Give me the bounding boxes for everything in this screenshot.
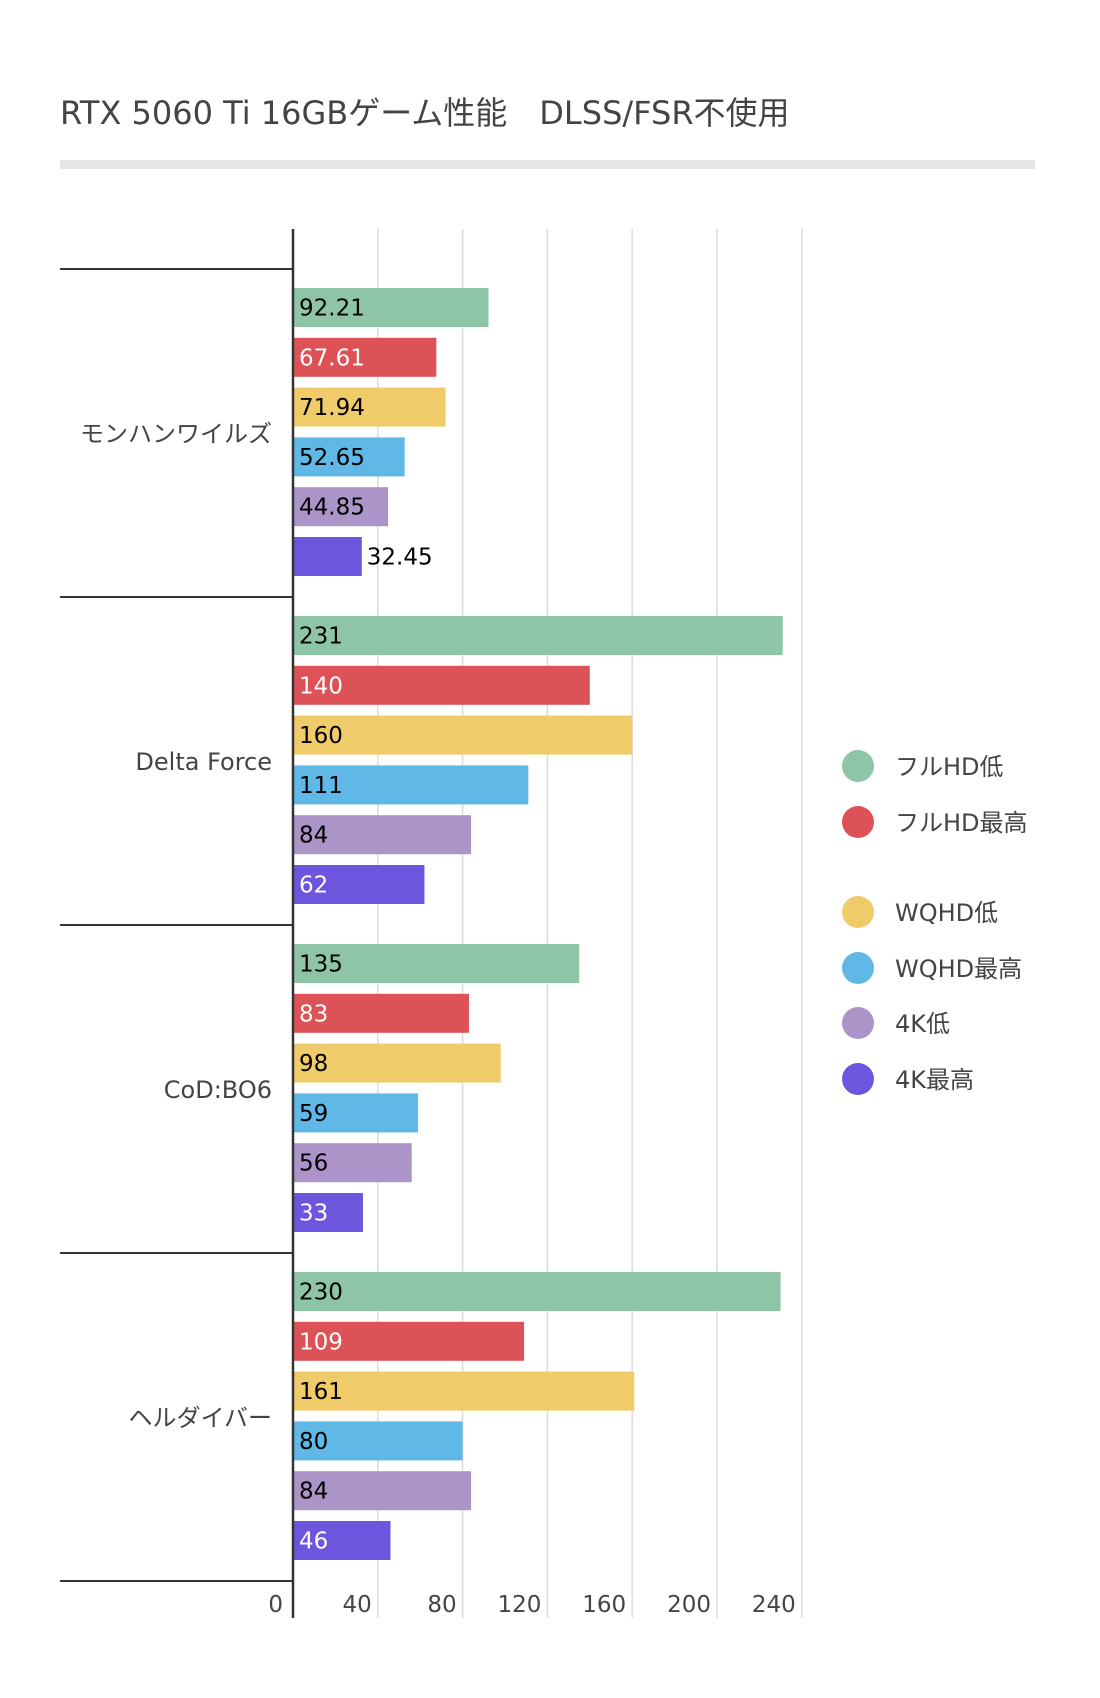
data-label: 160 (299, 723, 343, 749)
legend-swatch (842, 896, 874, 928)
legend-swatch (842, 1063, 874, 1095)
bar (293, 993, 469, 1033)
x-tick-label: 160 (582, 1592, 626, 1618)
bar (293, 665, 590, 705)
x-tick-label: 120 (497, 1592, 541, 1618)
x-tick-labels: 0 40 80 120 160 200 240 (268, 1592, 795, 1618)
data-label: 44.85 (299, 495, 365, 521)
legend-swatch (842, 952, 874, 984)
data-label: 135 (299, 952, 343, 978)
bar (293, 387, 446, 427)
chart-title: RTX 5060 Ti 16GBゲーム性能 DLSS/FSR不使用 (60, 94, 790, 132)
legend-label: フルHD低 (895, 753, 1004, 781)
legend-swatch (842, 1007, 874, 1039)
bar (293, 1521, 391, 1560)
bar (293, 765, 529, 805)
data-label: 59 (299, 1101, 328, 1127)
data-label: 33 (299, 1201, 328, 1227)
data-label: 92.21 (299, 296, 365, 322)
bar (293, 1421, 463, 1461)
data-label: 84 (299, 823, 328, 849)
data-label: 46 (299, 1529, 328, 1555)
bar (293, 865, 425, 904)
bar (293, 1272, 781, 1311)
category-label: ヘルダイバー (128, 1404, 272, 1432)
bar (293, 1043, 501, 1083)
category-label: Delta Force (135, 748, 272, 776)
data-label: 56 (299, 1151, 328, 1177)
bar (293, 337, 437, 377)
x-tick-label: 40 (343, 1592, 372, 1618)
bar (293, 715, 633, 755)
legend-label: フルHD最高 (895, 809, 1028, 837)
data-label: 84 (299, 1479, 328, 1505)
legend-label: WQHD低 (895, 899, 998, 927)
bar (293, 815, 472, 855)
legend-swatch (842, 806, 874, 838)
bar (293, 1193, 363, 1232)
category-label: CoD:BO6 (164, 1076, 272, 1104)
data-label: 98 (299, 1051, 328, 1077)
data-label: 161 (299, 1379, 343, 1405)
bar (293, 616, 783, 655)
bar (293, 1471, 472, 1511)
data-label: 140 (299, 673, 343, 699)
data-label: 32.45 (367, 545, 433, 571)
data-label: 230 (299, 1280, 343, 1306)
bar (293, 437, 405, 477)
legend-label: 4K最高 (895, 1066, 974, 1094)
data-label: 109 (299, 1329, 343, 1355)
legend-label: 4K低 (895, 1010, 950, 1038)
bar (293, 944, 580, 983)
data-label: 231 (299, 624, 343, 650)
title-divider (60, 160, 1035, 169)
bar (293, 487, 389, 527)
x-tick-label: 0 (268, 1592, 283, 1618)
legend-label: WQHD最高 (895, 955, 1022, 983)
x-tick-label: 200 (667, 1592, 711, 1618)
category-labels: モンハンワイルズ Delta Force CoD:BO6 ヘルダイバー (80, 420, 272, 1432)
data-label: 111 (299, 773, 343, 799)
bar (293, 288, 489, 327)
data-label: 62 (299, 873, 328, 899)
data-label: 83 (299, 1001, 328, 1027)
legend-swatch (842, 750, 874, 782)
x-tick-label: 240 (752, 1592, 796, 1618)
data-label: 52.65 (299, 445, 365, 471)
bar (293, 1321, 525, 1361)
bar (293, 1093, 419, 1133)
bar (293, 1143, 412, 1183)
category-separators (60, 268, 293, 1582)
bar (293, 537, 362, 576)
category-label: モンハンワイルズ (80, 420, 272, 448)
data-label: 71.94 (299, 395, 365, 421)
bar (293, 1371, 635, 1411)
data-label: 80 (299, 1429, 328, 1455)
data-label: 67.61 (299, 345, 365, 371)
x-tick-label: 80 (427, 1592, 456, 1618)
